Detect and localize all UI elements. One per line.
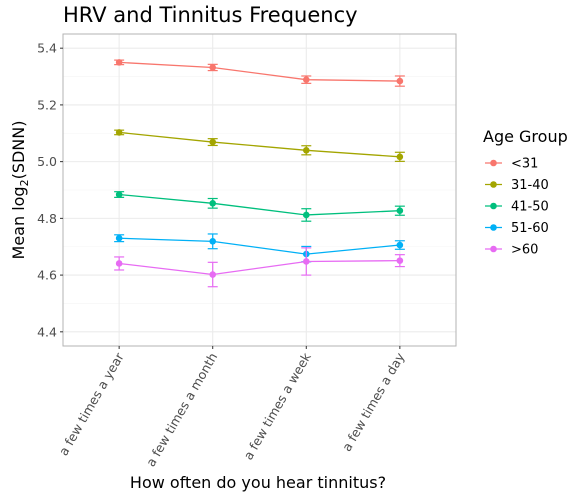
x-tick-label: a few times a day (339, 349, 408, 453)
legend-key-point (490, 224, 497, 231)
x-tick-label: a few times a month (143, 350, 220, 469)
y-axis: 4.4 4.6 4.8 5.0 5.2 5.4 (37, 41, 63, 339)
data-point (115, 260, 123, 267)
data-point (302, 258, 310, 265)
legend-title: Age Group (483, 127, 568, 146)
series-<31 (114, 59, 405, 87)
y-tick-label: 5.0 (37, 154, 57, 169)
series-41-50 (114, 191, 405, 222)
legend-item: <31 (485, 157, 538, 172)
legend-key-point (490, 245, 497, 253)
x-axis-title: How often do you hear tinnitus? (130, 473, 386, 492)
data-point (209, 271, 217, 278)
y-tick-label: 5.2 (37, 97, 57, 112)
legend-label: <31 (511, 157, 538, 172)
data-point (396, 257, 404, 264)
plot-panel (62, 33, 457, 347)
x-tick-label: a few times a year (56, 349, 128, 458)
y-tick-label: 5.4 (37, 41, 57, 56)
data-point (396, 207, 404, 215)
legend-label: 51-60 (511, 221, 549, 236)
data-point (115, 234, 123, 242)
series->60 (114, 247, 405, 288)
panel-border (62, 33, 457, 347)
data-point (302, 211, 310, 219)
legend-item: >60 (485, 243, 538, 258)
data-point (396, 241, 404, 249)
y-tick-label: 4.4 (37, 324, 57, 339)
y-tick-label: 4.8 (37, 211, 57, 226)
series-line (119, 193, 400, 216)
data-point (302, 146, 310, 154)
legend-label: 31-40 (511, 178, 549, 193)
data-point (209, 200, 217, 207)
data-point (209, 138, 217, 146)
x-axis: a few times a year a few times a month a f… (56, 346, 408, 469)
y-tick-label: 4.6 (37, 268, 57, 283)
series-line (119, 61, 400, 82)
x-tick-label: a few times a week (240, 349, 314, 462)
legend-item: 41-50 (485, 200, 549, 215)
legend-key-point (490, 202, 497, 210)
data-point (115, 129, 123, 136)
series-51-60 (114, 233, 405, 263)
legend-label: >60 (511, 243, 538, 258)
series-line (119, 131, 400, 158)
legend: Age Group <31 31-40 41-50 51-60 >60 (483, 127, 568, 258)
data-point (396, 153, 404, 161)
legend-item: 31-40 (485, 178, 549, 193)
y-axis-title: Mean log2(SDNN) (9, 121, 31, 260)
data-point (209, 64, 217, 71)
chart-title: HRV and Tinnitus Frequency (63, 3, 358, 27)
y-axis-title-group: Mean log2(SDNN) (9, 121, 31, 260)
series-line (119, 259, 400, 276)
series-31-40 (114, 129, 405, 162)
legend-item: 51-60 (485, 221, 549, 236)
data-point (115, 191, 123, 198)
data-point (302, 76, 310, 83)
legend-key-point (490, 181, 497, 188)
data-point (115, 59, 123, 66)
data-point (209, 238, 217, 245)
data-point (396, 77, 404, 85)
series-line (119, 237, 400, 255)
legend-label: 41-50 (511, 200, 549, 215)
legend-key-point (490, 159, 497, 167)
